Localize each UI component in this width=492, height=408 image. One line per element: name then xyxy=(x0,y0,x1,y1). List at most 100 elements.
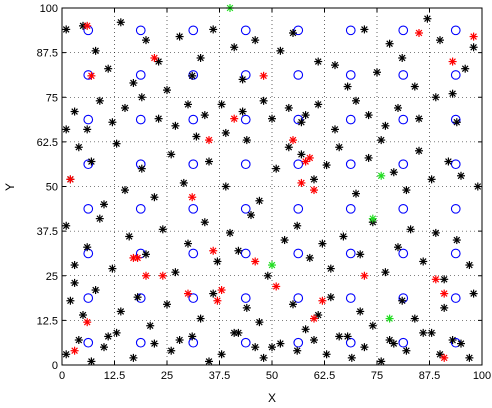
black-star-point xyxy=(137,93,146,102)
black-star-point xyxy=(163,86,171,95)
black-star-point xyxy=(335,332,344,341)
black-star-point xyxy=(116,307,125,316)
black-star-point xyxy=(209,289,218,298)
red-star-point xyxy=(70,346,79,355)
black-star-point xyxy=(352,96,360,105)
x-axis-label: X xyxy=(268,391,276,405)
red-star-point xyxy=(142,271,150,280)
circle-point xyxy=(135,25,146,36)
red-star-point xyxy=(360,271,369,280)
black-star-point xyxy=(95,96,104,105)
black-star-point xyxy=(465,261,474,270)
black-star-point xyxy=(121,186,129,195)
black-star-point xyxy=(469,43,478,52)
black-star-point xyxy=(196,314,205,323)
black-star-point xyxy=(448,336,457,345)
black-star-point xyxy=(305,253,314,262)
black-star-point xyxy=(440,303,449,312)
red-star-point xyxy=(251,257,260,266)
black-star-point xyxy=(301,111,310,120)
black-star-point xyxy=(112,328,121,337)
circle-point xyxy=(240,159,251,170)
black-star-point xyxy=(364,153,373,162)
black-star-point xyxy=(121,103,129,112)
black-star-point xyxy=(360,25,369,34)
black-star-point xyxy=(100,200,108,209)
black-star-point xyxy=(154,114,163,123)
black-star-point xyxy=(62,25,71,34)
green-star-point xyxy=(268,261,276,270)
black-star-point xyxy=(368,321,377,330)
black-star-point xyxy=(284,103,293,112)
black-star-point xyxy=(457,171,465,180)
circle-point xyxy=(188,337,199,348)
black-star-point xyxy=(83,243,92,252)
black-star-point xyxy=(410,82,419,91)
black-star-point xyxy=(255,196,264,205)
circle-point xyxy=(188,25,199,36)
red-star-point xyxy=(318,296,327,305)
black-star-point xyxy=(142,36,150,45)
black-star-point xyxy=(347,353,356,362)
red-star-point xyxy=(66,175,75,184)
black-star-point xyxy=(297,118,306,127)
red-star-point xyxy=(305,153,314,162)
red-star-point xyxy=(310,186,318,195)
black-star-point xyxy=(452,118,461,127)
black-star-point xyxy=(70,278,79,287)
red-star-point xyxy=(209,246,218,255)
black-star-point xyxy=(444,157,453,166)
x-tick-label: 0 xyxy=(59,370,65,382)
circle-point xyxy=(83,203,94,214)
black-star-point xyxy=(108,264,117,273)
black-star-point xyxy=(259,353,268,362)
black-star-point xyxy=(394,103,402,112)
red-star-point xyxy=(184,289,192,298)
black-star-point xyxy=(205,357,213,366)
black-star-point xyxy=(200,111,209,120)
black-star-point xyxy=(142,250,150,259)
black-star-point xyxy=(415,114,423,123)
circle-point xyxy=(345,114,356,125)
black-star-point xyxy=(356,250,365,259)
black-star-point xyxy=(448,89,457,98)
black-star-point xyxy=(452,236,461,245)
black-star-point xyxy=(402,346,411,355)
black-star-point xyxy=(129,78,138,87)
circle-point xyxy=(293,25,304,36)
x-tick-label: 62.5 xyxy=(314,370,335,382)
black-star-point xyxy=(259,96,268,105)
red-star-point xyxy=(217,286,226,295)
black-star-point xyxy=(205,157,213,166)
black-star-point xyxy=(322,161,331,170)
black-star-point xyxy=(104,64,113,73)
circle-point xyxy=(188,293,199,303)
black-star-point xyxy=(234,246,243,255)
x-tick-label: 25 xyxy=(161,370,173,382)
black-star-point xyxy=(196,53,205,62)
black-star-point xyxy=(74,143,83,152)
black-star-point xyxy=(137,164,146,173)
black-star-point xyxy=(167,150,176,159)
circle-point xyxy=(398,203,409,214)
circle-point xyxy=(345,248,356,259)
black-star-point xyxy=(163,300,171,309)
circle-point xyxy=(398,114,409,125)
black-star-point xyxy=(179,178,188,187)
black-star-point xyxy=(184,239,192,248)
black-star-point xyxy=(352,189,360,198)
y-axis-label: Y xyxy=(3,183,17,191)
black-star-point xyxy=(431,93,440,102)
circle-point xyxy=(398,70,409,80)
black-star-point xyxy=(297,150,306,159)
black-star-point xyxy=(242,136,251,145)
data-marks xyxy=(62,4,482,366)
black-star-point xyxy=(95,214,104,223)
black-star-point xyxy=(314,100,323,109)
red-star-point xyxy=(83,21,92,30)
black-star-point xyxy=(389,168,398,177)
red-star-point xyxy=(213,296,222,305)
circle-point xyxy=(293,293,304,303)
x-tick-label: 87.5 xyxy=(419,370,440,382)
black-star-point xyxy=(184,100,192,109)
